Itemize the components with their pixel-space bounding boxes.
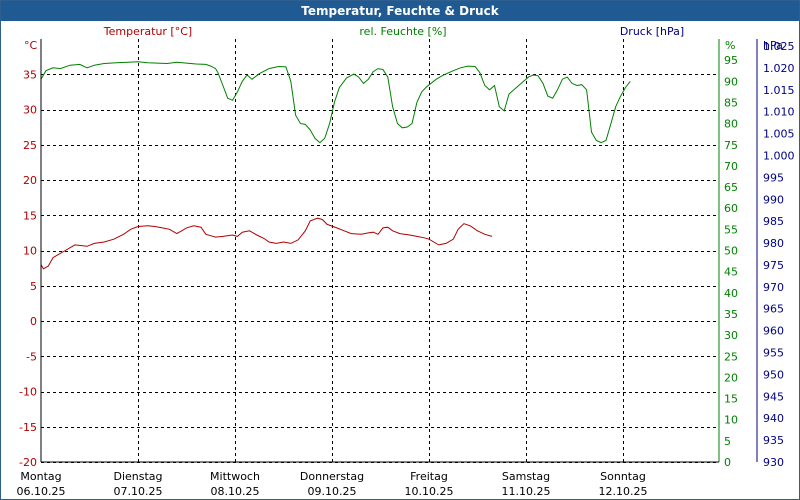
left-tick-label: 35 — [23, 68, 37, 81]
pressure-axis-unit: hPa — [763, 39, 783, 52]
humidity-tick-label: 15 — [724, 393, 738, 406]
left-tick-label: 10 — [23, 245, 37, 258]
humidity-tick-label: 35 — [724, 308, 738, 321]
humidity-tick-label: 25 — [724, 350, 738, 363]
humidity-tick-label: 60 — [724, 202, 738, 215]
left-tick-label: 0 — [30, 315, 37, 328]
left-axis-label: Temperatur [°C] — [103, 25, 192, 38]
pressure-tick-label: 1.000 — [763, 149, 795, 162]
humidity-tick-label: 90 — [724, 75, 738, 88]
humidity-series-line — [40, 61, 631, 144]
x-day-label: Dienstag — [113, 470, 162, 483]
pressure-tick-label: 985 — [763, 215, 784, 228]
left-axis-ticks: -20 -15 -10 -5 0 5 10 15 20 25 30 35 — [19, 68, 37, 469]
pressure-tick-label: 955 — [763, 347, 784, 360]
x-date-label: 10.10.25 — [405, 485, 454, 498]
humidity-tick-label: 40 — [724, 287, 738, 300]
left-tick-label: -15 — [19, 421, 37, 434]
humidity-tick-label: 10 — [724, 414, 738, 427]
pressure-tick-label: 930 — [763, 456, 784, 469]
series-lines — [40, 61, 631, 270]
pressure-tick-label: 950 — [763, 368, 784, 381]
pressure-tick-label: 1.020 — [763, 62, 795, 75]
left-tick-label: -10 — [19, 386, 37, 399]
x-day-label: Sonntag — [600, 470, 646, 483]
humidity-tick-label: 0 — [724, 456, 731, 469]
pressure-axis-label: Druck [hPa] — [620, 25, 684, 38]
humidity-tick-label: 70 — [724, 160, 738, 173]
humidity-tick-label: 50 — [724, 245, 738, 258]
x-date-label: 06.10.25 — [17, 485, 66, 498]
pressure-axis-ticks: 930 935 940 945 950 955 960 965 970 975 980 985 990 9… — [763, 40, 795, 469]
pressure-tick-label: 1.005 — [763, 128, 795, 141]
pressure-tick-label: 935 — [763, 434, 784, 447]
humidity-axis-label: rel. Feuchte [%] — [359, 25, 446, 38]
x-date-label: 08.10.25 — [211, 485, 260, 498]
humidity-tick-label: 65 — [724, 181, 738, 194]
x-day-label: Donnerstag — [300, 470, 364, 483]
pressure-tick-label: 965 — [763, 303, 784, 316]
x-date-label: 07.10.25 — [114, 485, 163, 498]
humidity-tick-label: 95 — [724, 54, 738, 67]
pressure-tick-label: 1.025 — [763, 40, 795, 53]
humidity-tick-label: 75 — [724, 139, 738, 152]
humidity-tick-label: 45 — [724, 266, 738, 279]
humidity-axis-ticks: 0 5 10 15 20 25 30 35 40 45 50 55 60 65 70 75 80 85 90 95 — [724, 54, 738, 469]
pressure-tick-label: 940 — [763, 412, 784, 425]
humidity-tick-label: 85 — [724, 96, 738, 109]
humidity-axis-unit: % — [725, 39, 735, 52]
left-tick-label: 15 — [23, 209, 37, 222]
humidity-tick-label: 55 — [724, 223, 738, 236]
pressure-tick-label: 960 — [763, 325, 784, 338]
pressure-tick-label: 970 — [763, 281, 784, 294]
pressure-tick-label: 995 — [763, 171, 784, 184]
x-day-label: Mittwoch — [210, 470, 260, 483]
plot-area — [41, 39, 719, 462]
pressure-tick-label: 975 — [763, 259, 784, 272]
x-day-label: Samstag — [502, 470, 550, 483]
humidity-tick-label: 5 — [724, 435, 731, 448]
pressure-tick-label: 990 — [763, 193, 784, 206]
x-date-label: 09.10.25 — [308, 485, 357, 498]
x-day-label: Freitag — [410, 470, 448, 483]
left-tick-label: 20 — [23, 174, 37, 187]
left-tick-label: 5 — [30, 280, 37, 293]
window-title: Temperatur, Feuchte & Druck — [1, 1, 799, 21]
pressure-tick-label: 1.010 — [763, 106, 795, 119]
x-day-label: Montag — [20, 470, 61, 483]
pressure-tick-label: 1.015 — [763, 84, 795, 97]
humidity-tick-label: 20 — [724, 371, 738, 384]
left-tick-label: 25 — [23, 139, 37, 152]
x-axis-labels: Montag 06.10.25 Dienstag 07.10.25 Mittwoch 08… — [17, 470, 648, 498]
pressure-tick-label: 945 — [763, 390, 784, 403]
left-axis-unit: °C — [24, 39, 38, 52]
left-tick-label: 30 — [23, 104, 37, 117]
left-tick-label: -20 — [19, 456, 37, 469]
humidity-tick-label: 30 — [724, 329, 738, 342]
humidity-tick-label: 80 — [724, 118, 738, 131]
pressure-tick-label: 980 — [763, 237, 784, 250]
x-date-label: 12.10.25 — [599, 485, 648, 498]
left-tick-label: -5 — [26, 350, 37, 363]
temperature-series-line — [40, 217, 493, 270]
x-date-label: 11.10.25 — [502, 485, 551, 498]
